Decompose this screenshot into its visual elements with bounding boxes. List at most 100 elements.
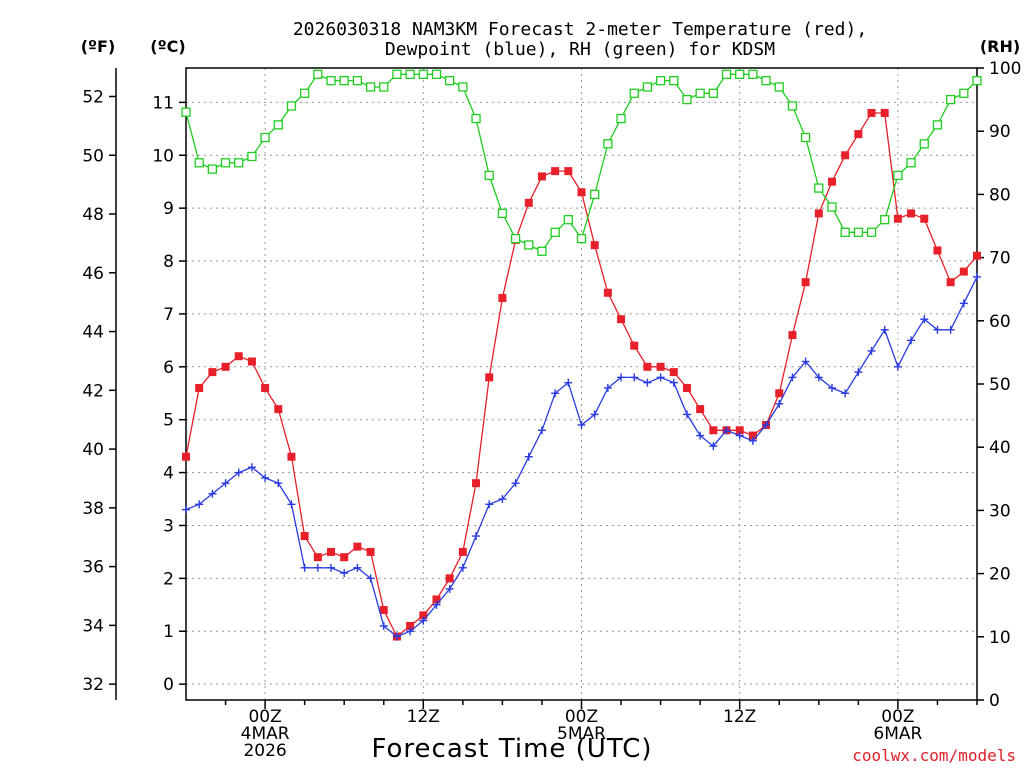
data-point <box>827 383 836 392</box>
data-point <box>261 383 270 392</box>
rh-tick-label: 80 <box>989 185 1011 205</box>
data-point <box>735 431 744 440</box>
series-rh <box>181 69 982 256</box>
data-point <box>537 172 546 181</box>
fahrenheit-tick-label: 50 <box>82 146 104 166</box>
data-point <box>379 606 388 615</box>
data-point <box>432 600 441 609</box>
data-point <box>642 82 653 92</box>
data-point <box>708 88 718 98</box>
celsius-tick-label: 4 <box>163 464 174 484</box>
data-point <box>800 132 811 143</box>
data-point <box>933 246 942 255</box>
data-point <box>524 240 534 250</box>
data-point <box>709 426 718 435</box>
data-point <box>682 383 691 392</box>
data-point <box>590 410 599 419</box>
data-point <box>893 170 903 181</box>
data-point <box>973 251 981 260</box>
data-point <box>617 373 626 382</box>
data-point <box>761 75 771 86</box>
data-point <box>221 479 230 488</box>
data-point <box>959 299 968 308</box>
data-point <box>827 202 837 212</box>
data-point <box>510 233 521 244</box>
data-point <box>590 241 599 250</box>
fahrenheit-tick-label: 44 <box>82 323 104 343</box>
data-point <box>484 170 494 181</box>
data-point <box>445 584 454 593</box>
data-point <box>893 362 902 371</box>
data-point <box>551 167 560 176</box>
data-point <box>709 442 718 451</box>
data-point <box>313 69 323 79</box>
data-point <box>458 82 468 92</box>
data-point <box>880 108 889 117</box>
data-point <box>313 563 322 572</box>
data-point <box>194 158 204 168</box>
data-point <box>497 208 508 219</box>
data-point <box>841 389 850 398</box>
data-point <box>234 158 244 168</box>
rh-tick-label: 90 <box>989 122 1011 142</box>
data-point <box>485 500 494 509</box>
data-point <box>247 357 256 366</box>
data-point <box>208 489 217 498</box>
data-point <box>524 452 533 461</box>
data-point <box>234 468 243 477</box>
x-tick-label: 12Z <box>407 707 440 727</box>
data-point <box>682 410 691 419</box>
data-point <box>327 563 336 572</box>
data-point <box>564 378 573 387</box>
data-point <box>695 88 705 98</box>
celsius-tick-label: 5 <box>163 411 174 431</box>
data-point <box>392 69 402 79</box>
data-point <box>959 267 968 276</box>
celsius-tick-label: 10 <box>152 146 174 166</box>
rh-tick-label: 0 <box>989 691 1000 711</box>
data-point <box>933 325 942 334</box>
fahrenheit-tick-label: 46 <box>82 264 104 284</box>
data-point <box>920 214 929 223</box>
celsius-tick-label: 3 <box>163 516 174 536</box>
data-point <box>840 227 850 237</box>
data-point <box>260 132 270 143</box>
data-point <box>327 547 336 556</box>
data-point <box>300 563 309 572</box>
data-point <box>643 362 652 371</box>
data-point <box>221 362 230 371</box>
data-point <box>431 69 442 79</box>
celsius-tick-label: 9 <box>163 199 174 219</box>
data-point <box>550 227 560 237</box>
data-point <box>182 505 190 514</box>
data-point <box>748 69 758 79</box>
data-point <box>247 151 257 162</box>
data-point <box>973 272 981 281</box>
data-point <box>959 88 969 98</box>
data-point <box>854 130 863 139</box>
x-tick-label: 00Z <box>565 707 598 727</box>
axes: 3234363840424446485052012345678910110102… <box>82 59 1021 711</box>
data-point <box>208 368 217 377</box>
celsius-tick-label: 11 <box>152 93 174 113</box>
data-point <box>945 94 956 105</box>
fahrenheit-unit-label: (ºF) <box>81 37 116 56</box>
data-point <box>458 547 467 556</box>
data-point <box>498 294 507 303</box>
data-point <box>748 436 757 445</box>
data-point <box>300 532 309 541</box>
data-point <box>418 69 428 79</box>
data-point <box>220 158 231 168</box>
x-tick-label: 00Z <box>248 707 281 727</box>
rh-tick-label: 20 <box>989 565 1011 585</box>
x-tick-label: 4MAR <box>241 724 290 744</box>
data-point <box>537 246 547 256</box>
celsius-tick-label: 7 <box>163 305 174 325</box>
data-point <box>379 621 388 630</box>
data-point <box>656 362 665 371</box>
data-point <box>234 352 243 361</box>
data-point <box>920 315 929 324</box>
data-point <box>854 368 863 377</box>
data-point <box>406 627 415 636</box>
